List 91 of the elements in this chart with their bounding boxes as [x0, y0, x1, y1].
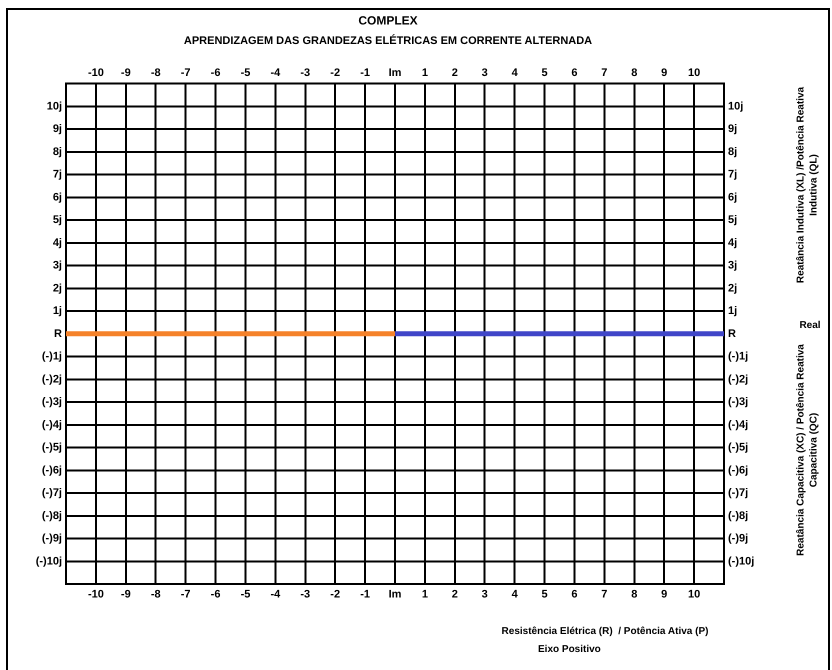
x2-tick-label: -10	[88, 67, 104, 80]
y-tick-label: 9j	[52, 123, 62, 136]
y2-tick-label: (-)5j	[728, 442, 748, 454]
x2-tick-label: 8	[631, 67, 638, 80]
x-tick-label: -2	[330, 588, 340, 601]
y2-tick-label: 1j	[728, 305, 738, 318]
y2-tick-label: 3j	[728, 260, 738, 272]
y2-tick-label: (-)9j	[728, 532, 748, 545]
chart-title: COMPLEX	[358, 14, 418, 28]
y-tick-label: (-)3j	[42, 396, 62, 408]
x2-tick-label: 4	[512, 67, 519, 80]
y-tick-label: 4j	[52, 236, 62, 249]
x-tick-label: -10	[88, 588, 104, 601]
x2-tick-label: 10	[688, 67, 700, 80]
y2-tick-label: R	[728, 328, 736, 340]
y2-tick-label: (-)4j	[728, 418, 748, 431]
x2-tick-label: -3	[300, 67, 310, 80]
x2-tick-label: -2	[330, 67, 340, 80]
x-tick-label: 9	[661, 588, 668, 601]
x2-tick-label: -7	[180, 67, 191, 80]
x2-tick-label: -9	[120, 67, 131, 80]
chart-subtitle: APRENDIZAGEM DAS GRANDEZAS ELÉTRICAS EM CORRENTE ALTERNADA	[184, 34, 592, 48]
y2-tick-label: (-)10j	[728, 555, 754, 568]
x-tick-label: 8	[631, 588, 638, 601]
x-tick-label: -3	[300, 588, 310, 601]
text: Eixo Positivo	[538, 644, 601, 655]
x-tick-label: Im	[388, 588, 402, 601]
y-tick-label: R	[54, 328, 62, 340]
y-tick-label: (-)5j	[42, 442, 62, 454]
x2-tick-label: 6	[571, 67, 578, 80]
y-tick-label: 6j	[52, 191, 62, 204]
y-tick-label: 7j	[52, 168, 62, 181]
text: Real	[798, 320, 822, 331]
y-tick-label: 10j	[46, 100, 62, 112]
x2-tick-label: -6	[210, 67, 220, 80]
y2-tick-label: 9j	[728, 123, 738, 136]
y-tick-label: 8j	[52, 146, 62, 158]
x2-tick-label: 1	[422, 67, 428, 80]
x-tick-label: 6	[571, 588, 578, 601]
x2-tick-label: 2	[452, 67, 458, 80]
x2-tick-label: -5	[240, 67, 250, 80]
y-tick-label: (-)1j	[42, 350, 62, 363]
x2-tick-label: -8	[150, 67, 161, 80]
x-tick-label: 10	[688, 588, 700, 601]
y2-tick-label: 2j	[728, 282, 738, 294]
y-tick-label: (-)9j	[42, 532, 62, 545]
x-tick-label: 1	[422, 588, 428, 601]
y-tick-label: (-)6j	[42, 464, 62, 476]
y2-tick-label: 6j	[728, 191, 738, 204]
y2-tick-label: (-)2j	[728, 373, 748, 386]
x-tick-label: -1	[360, 588, 370, 601]
y-tick-label: (-)7j	[42, 487, 62, 500]
y-tick-label: (-)8j	[42, 510, 62, 522]
x2-tick-label: -1	[360, 67, 370, 80]
x-tick-label: -6	[210, 588, 220, 601]
x-tick-label: 5	[541, 588, 548, 601]
y-tick-label: 1j	[52, 305, 62, 318]
x-tick-label: 2	[452, 588, 458, 601]
y2-tick-label: 5j	[728, 214, 738, 226]
x-tick-label: -5	[240, 588, 250, 601]
x-tick-label: 7	[601, 588, 608, 601]
x2-tick-label: Im	[388, 67, 402, 80]
y-tick-label: 3j	[52, 260, 62, 272]
y2-tick-label: 10j	[728, 100, 744, 112]
y-tick-label: (-)4j	[42, 418, 62, 431]
x2-tick-label: 3	[482, 67, 488, 80]
x-tick-label: -9	[120, 588, 131, 601]
x-tick-label: 4	[512, 588, 519, 601]
x-tick-label: -4	[270, 588, 282, 601]
y2-tick-label: (-)7j	[728, 487, 748, 500]
x2-tick-label: -4	[270, 67, 282, 80]
y2-tick-label: 7j	[728, 168, 738, 181]
x2-tick-label: 9	[661, 67, 668, 80]
y-tick-label: (-)2j	[42, 373, 62, 386]
y2-tick-label: 4j	[728, 236, 738, 249]
y2-tick-label: 8j	[728, 146, 738, 158]
y2-tick-label: (-)8j	[728, 510, 748, 522]
x-tick-label: -7	[180, 588, 191, 601]
y-tick-label: (-)10j	[36, 555, 62, 568]
text: Reatância Indutiva (XL) /Potência Reativa Indutiva (QL)	[794, 86, 820, 286]
y2-tick-label: (-)1j	[728, 350, 748, 363]
x-axis-title: Resistência Elétrica (R) / Potência Ativa (P)	[500, 626, 710, 637]
y2-tick-label: (-)3j	[728, 396, 748, 408]
y-tick-label: 5j	[52, 214, 62, 226]
x2-tick-label: 5	[541, 67, 548, 80]
x-tick-label: -8	[150, 588, 161, 601]
y2-tick-label: (-)6j	[728, 464, 748, 476]
text: Reatância Capacitiva (XC) / Potência Reativa Capacitiva (QC)	[794, 343, 820, 558]
y-tick-label: 2j	[52, 282, 62, 294]
x2-tick-label: 7	[601, 67, 608, 80]
x-tick-label: 3	[482, 588, 488, 601]
